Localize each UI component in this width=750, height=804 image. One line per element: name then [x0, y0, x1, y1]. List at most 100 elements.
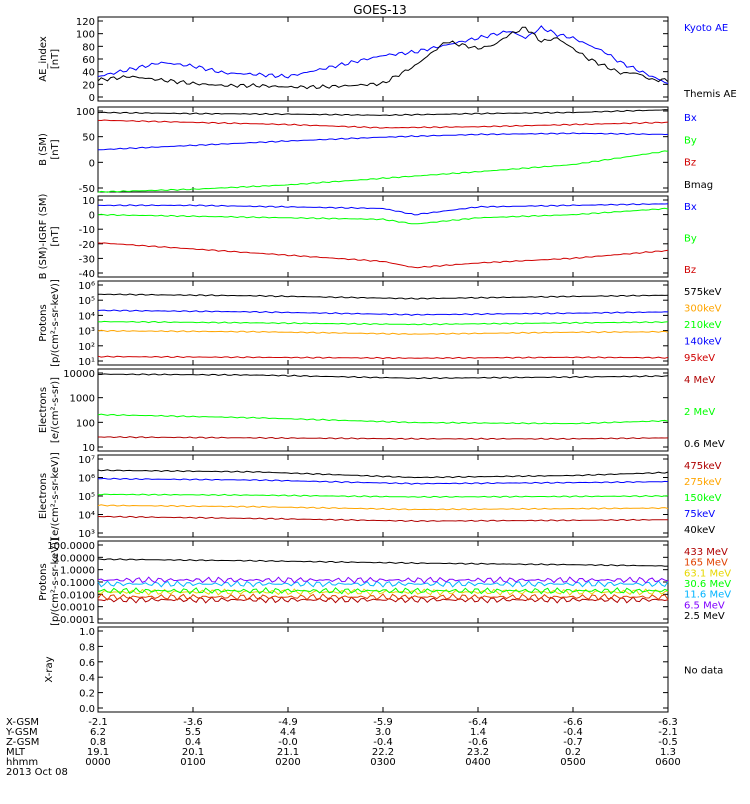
y-axis-label: AE_index	[38, 36, 49, 82]
series-line-4-mev	[98, 436, 669, 440]
legend-label: Themis AE	[683, 89, 737, 100]
y-axis-label: Electrons	[38, 473, 49, 519]
series-line-6-5-mev	[97, 576, 669, 584]
x-axis-value: -0.4	[373, 737, 393, 748]
panel-xray: 1.0 0.8 0.6 0.4 0.2 0.0 X-ray No data	[44, 626, 723, 715]
y-axis-label: [nT]	[50, 226, 61, 246]
series-line-165-mev	[97, 593, 669, 601]
legend-label: 433 MeV	[684, 547, 728, 558]
legend-label: 75keV	[684, 509, 715, 520]
x-axis-value: 0000	[85, 757, 110, 768]
legend-label: Bz	[684, 265, 696, 276]
legend-label: 140keV	[684, 337, 722, 348]
x-axis-value: -3.6	[183, 717, 203, 728]
panel-electrons_kev: 10⁷ 10⁶ 10⁵ 10⁴ 10³ Electrons [e/(cm²-s-sr-keV…	[38, 452, 722, 540]
y-tick-label: 10⁴	[78, 511, 95, 522]
y-tick-label: 0.0001	[60, 615, 95, 626]
y-tick-label: 100	[76, 30, 95, 41]
y-tick-label: 1.0000	[60, 566, 95, 577]
y-tick-label: 0.1000	[60, 578, 95, 589]
y-tick-label: 0.6	[79, 658, 95, 669]
x-axis-value: 0500	[560, 757, 585, 768]
series-line-bx	[97, 203, 669, 216]
x-axis-value: -6.4	[468, 717, 488, 728]
x-axis-value: 23.2	[467, 747, 489, 758]
y-tick-label: 80	[82, 42, 95, 53]
y-tick-label: 0	[89, 211, 95, 222]
series-line-by	[97, 150, 669, 193]
y-tick-label: 10⁷	[78, 455, 95, 466]
legend-label: 300keV	[684, 304, 722, 315]
y-tick-label: 10	[82, 443, 95, 454]
panel-bigrf: 10 0 -10 -20 -30 -40 B (SM)-IGRF (SM) [nT] Bx By B…	[38, 194, 697, 280]
y-axis-label: [nT]	[50, 49, 61, 69]
y-tick-label: 120	[76, 17, 95, 28]
x-axis-value: 20.1	[182, 747, 204, 758]
series-line-2-mev	[97, 413, 669, 425]
series-line-150kev	[97, 493, 669, 498]
series-line-11-6-mev	[97, 580, 669, 588]
y-tick-label: 0.4	[79, 673, 95, 684]
x-axis-value: 0400	[465, 757, 490, 768]
legend-label: Kyoto AE	[684, 23, 728, 34]
panel-electrons_mev: 10000 1000 100 10 Electrons [e/(cm²-s-sr)] 4 M…	[38, 368, 725, 454]
legend-label: 2 MeV	[684, 407, 715, 418]
legend-label: 275keV	[684, 477, 722, 488]
x-axis-value: 0300	[370, 757, 395, 768]
legend-label: 6.5 MeV	[684, 600, 725, 611]
panel-frame	[97, 454, 669, 538]
y-axis-label: X-ray	[44, 656, 55, 682]
series-line-bz	[97, 242, 669, 269]
y-tick-label: 1.0	[79, 627, 95, 638]
y-axis-label: Protons	[38, 563, 49, 600]
legend-label: 30.6 MeV	[684, 579, 731, 590]
x-axis-value: -0.7	[563, 737, 583, 748]
x-axis-value: 6.2	[90, 727, 106, 738]
y-axis-label: [p/(cm²-s-sr-keV)]	[50, 538, 61, 626]
x-axis-value: 0200	[275, 757, 300, 768]
series-line-themis-ae	[97, 26, 669, 90]
legend-label: Bx	[684, 113, 697, 124]
y-axis-label: B (SM)-IGRF (SM)	[38, 194, 49, 280]
x-axis-value: 5.5	[185, 727, 201, 738]
series-line-bmag	[97, 109, 669, 117]
y-axis-label: [e/(cm²-s-sr)]	[50, 377, 61, 443]
plot-title: GOES-13	[353, 3, 407, 17]
x-axis-row-label: MLT	[6, 747, 26, 758]
y-tick-label: 40	[82, 68, 95, 79]
legend-label: 150keV	[684, 493, 722, 504]
legend-label: 165 MeV	[684, 558, 728, 569]
y-tick-label: 0	[89, 93, 95, 104]
y-tick-label: 0.8	[79, 642, 95, 653]
x-axis-value: 21.1	[277, 747, 299, 758]
x-axis-table: X-GSM -2.1 -3.6 -4.9 -5.9 -6.4 -6.6 -6.3 Y-GSM 6.…	[5, 717, 681, 778]
y-axis-label: [p/(cm²-s-sr-keV)]	[50, 279, 61, 367]
y-tick-label: 10⁶	[78, 281, 95, 292]
y-tick-label: 10³	[78, 529, 95, 540]
series-line-95kev	[97, 355, 669, 360]
y-tick-label: 0.0010	[60, 603, 95, 614]
y-tick-label: -20	[79, 240, 95, 251]
y-tick-label: 10⁴	[78, 311, 95, 322]
series-line-140kev	[97, 309, 669, 316]
series-line-575kev	[98, 293, 669, 300]
series-line-300kev	[97, 329, 669, 335]
x-axis-value: 0.8	[90, 737, 106, 748]
panel-frame	[97, 540, 669, 624]
y-tick-label: 10	[82, 196, 95, 207]
y-tick-label: 10⁵	[78, 296, 95, 307]
y-tick-label: 0.2	[79, 689, 95, 700]
legend-label: Bz	[684, 158, 696, 169]
x-axis-value: -4.9	[278, 717, 298, 728]
y-axis-label: Electrons	[38, 387, 49, 433]
y-tick-label: 10¹	[78, 357, 95, 368]
series-line-75kev	[97, 477, 669, 485]
y-tick-label: 50	[82, 133, 95, 144]
panel-protons_kev: 10⁶ 10⁵ 10⁴ 10³ 10² 10¹ Protons [p/(cm²-s-sr-ke…	[38, 279, 722, 368]
legend-label: 63.1 MeV	[684, 568, 731, 579]
y-tick-label: 1000	[70, 394, 95, 405]
